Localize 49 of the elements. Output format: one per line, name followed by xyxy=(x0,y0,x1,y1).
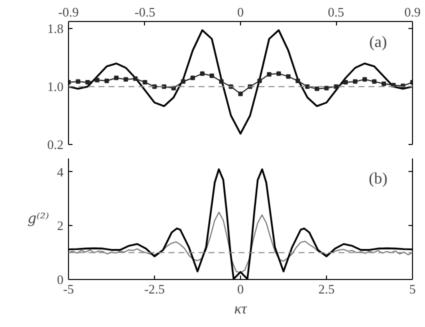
x-axis-title: κτ xyxy=(234,302,248,318)
x-tick-label: 5 xyxy=(409,282,416,296)
y-tick-label: 2 xyxy=(57,218,64,234)
x-tick-label: 2.5 xyxy=(318,282,335,296)
y-tick-label: 0 xyxy=(57,272,64,287)
point xyxy=(219,79,224,84)
point xyxy=(343,80,348,85)
point xyxy=(210,74,214,78)
point xyxy=(266,72,272,77)
x-tick-label: 0 xyxy=(237,282,244,296)
y-tick-label: 4 xyxy=(57,164,64,180)
point xyxy=(142,80,148,85)
point xyxy=(372,79,377,84)
point xyxy=(180,79,186,84)
point xyxy=(133,76,138,81)
x-tick-label: -0.5 xyxy=(134,4,156,20)
point xyxy=(296,78,300,84)
annotation: (b) xyxy=(368,170,388,188)
x-tick-label: -2.5 xyxy=(144,282,165,296)
point xyxy=(124,77,128,82)
point xyxy=(94,78,100,82)
point xyxy=(305,84,310,89)
point xyxy=(334,84,338,89)
point xyxy=(104,78,109,84)
point xyxy=(200,71,205,76)
point xyxy=(276,71,281,76)
point xyxy=(76,79,80,84)
point xyxy=(85,80,90,85)
y-tick-label: 0.2 xyxy=(47,137,64,152)
x-tick-label: -5 xyxy=(63,282,74,296)
point xyxy=(382,81,386,86)
point xyxy=(314,86,320,92)
point xyxy=(362,77,367,82)
annotation: (a) xyxy=(369,34,387,51)
point xyxy=(324,86,329,90)
point xyxy=(114,76,119,80)
line-series xyxy=(68,212,412,274)
point xyxy=(257,78,262,84)
x-tick-label: 0.9 xyxy=(404,4,421,20)
x-tick-label: 0.5 xyxy=(328,4,344,20)
y-axis-title: g⁽²⁾ xyxy=(28,211,50,227)
x-tick-label: -0.9 xyxy=(58,4,79,20)
point xyxy=(238,92,243,96)
y-tick-label: 1.8 xyxy=(47,21,64,36)
point xyxy=(286,74,291,79)
point xyxy=(352,79,358,84)
x-tick-label: 0 xyxy=(237,4,244,20)
y-tick-label: 1.0 xyxy=(47,79,64,94)
point xyxy=(190,76,195,80)
